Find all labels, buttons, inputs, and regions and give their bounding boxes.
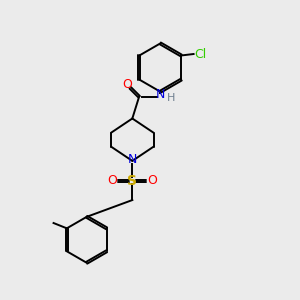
Text: O: O xyxy=(108,174,118,188)
Text: S: S xyxy=(127,174,137,188)
Text: N: N xyxy=(128,153,137,166)
Text: O: O xyxy=(147,174,157,188)
Text: O: O xyxy=(122,78,132,92)
Text: Cl: Cl xyxy=(194,47,206,61)
Text: N: N xyxy=(156,88,165,101)
Text: H: H xyxy=(167,93,176,103)
